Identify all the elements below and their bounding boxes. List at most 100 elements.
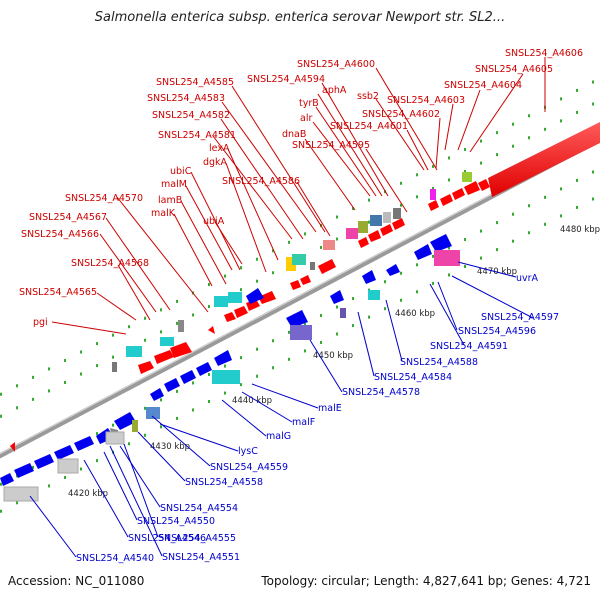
reverse-callout-lines: [29, 261, 534, 558]
gene-label[interactable]: SNSL254_A4600: [297, 59, 375, 70]
gene-label[interactable]: SNSL254_A4554: [160, 503, 238, 514]
gene-label[interactable]: SNSL254_A4570: [65, 193, 143, 204]
gene-box: [212, 370, 240, 384]
tick-dot: [528, 204, 530, 208]
gene-arrow: [362, 270, 376, 284]
tick-dot: [256, 347, 258, 351]
gene-arrow: [358, 237, 369, 248]
gene-label[interactable]: SNSL254_A4559: [210, 462, 288, 473]
tick-dot: [560, 97, 562, 101]
gene-label[interactable]: lysC: [238, 446, 258, 457]
gene-label[interactable]: SNSL254_A4565: [19, 287, 97, 298]
gene-arrow: [430, 234, 452, 252]
tick-dot: [560, 187, 562, 191]
gene-arrow: [180, 370, 196, 384]
gene-label[interactable]: SNSL254_A4568: [71, 258, 149, 269]
gene-label[interactable]: SNSL254_A4582: [152, 110, 230, 121]
tick-dot: [512, 239, 514, 243]
gene-label[interactable]: SNSL254_A4558: [185, 477, 263, 488]
tick-dot: [96, 459, 98, 463]
tick-dot: [288, 240, 290, 244]
tick-dot: [0, 414, 2, 418]
tick-dot: [336, 305, 338, 309]
genome-summary-text: Topology: circular; Length: 4,827,641 bp…: [261, 574, 591, 588]
gene-label[interactable]: SNSL254_A4555: [158, 533, 236, 544]
gene-label[interactable]: SNSL254_A4595: [292, 140, 370, 151]
gene-box: [310, 262, 315, 270]
gene-label[interactable]: SNSL254_A4585: [156, 77, 234, 88]
gene-label[interactable]: SNSL254_A4567: [29, 212, 107, 223]
kbp-tick-label: 4430 kbp: [150, 442, 190, 452]
tick-dot: [544, 127, 546, 131]
gene-label[interactable]: SNSL254_A4605: [475, 64, 553, 75]
gene-label[interactable]: SNSL254_A4588: [400, 357, 478, 368]
tick-dot: [208, 400, 210, 404]
gene-label[interactable]: malK: [151, 208, 176, 219]
gene-label[interactable]: SNSL254_A4540: [76, 553, 154, 564]
gene-label[interactable]: malM: [161, 179, 187, 190]
tick-dot: [256, 374, 258, 378]
tick-dot: [512, 122, 514, 126]
gene-label[interactable]: SNSL254_A4597: [481, 312, 559, 323]
forward-gene-labels: SNSL254_A4606 SNSL254_A4600 SNSL254_A460…: [19, 48, 583, 328]
gene-label[interactable]: alr: [300, 113, 312, 124]
gene-label[interactable]: dnaB: [282, 129, 306, 140]
gene-label[interactable]: SNSL254_A4601: [330, 121, 408, 132]
gene-label[interactable]: malG: [266, 431, 291, 442]
gene-label[interactable]: SNSL254_A4546: [128, 533, 206, 544]
tick-dot: [208, 283, 210, 287]
gene-label[interactable]: SNSL254_A4584: [374, 372, 452, 383]
gene-label[interactable]: SNSL254_A4566: [21, 229, 99, 240]
gene-arrow: [224, 312, 236, 322]
gene-label[interactable]: aphA: [322, 85, 347, 96]
gene-box: [462, 172, 472, 182]
tick-dot: [96, 364, 98, 368]
gene-label[interactable]: malF: [292, 417, 315, 428]
gene-label[interactable]: SNSL254_A4602: [362, 109, 440, 120]
gene-label[interactable]: SNSL254_A4550: [137, 516, 215, 527]
gene-label[interactable]: ubiC: [170, 166, 192, 177]
tick-dot: [128, 325, 130, 329]
tick-dot: [192, 381, 194, 385]
tick-dot: [160, 398, 162, 402]
tick-dot: [416, 263, 418, 267]
tick-dot: [288, 357, 290, 361]
tick-dot: [512, 212, 514, 216]
tick-dot: [176, 299, 178, 303]
gene-arrow: [214, 350, 232, 366]
tick-dot: [0, 482, 2, 486]
gene-arrow: [114, 412, 136, 430]
gene-label[interactable]: SNSL254_A4596: [458, 326, 536, 337]
gene-arrow: [74, 436, 94, 451]
gene-label[interactable]: SNSL254_A4578: [342, 387, 420, 398]
gene-label[interactable]: SNSL254_A4581: [158, 130, 236, 141]
tick-dot: [144, 406, 146, 410]
tick-dot: [64, 380, 66, 384]
gene-label[interactable]: ubiA: [203, 216, 225, 227]
tick-dot: [432, 254, 434, 258]
gene-label[interactable]: SNSL254_A4603: [387, 95, 465, 106]
gene-label[interactable]: lamB: [158, 195, 182, 206]
gene-box: [368, 290, 380, 300]
gene-label[interactable]: SNSL254_A4606: [505, 48, 583, 59]
tick-dot: [240, 266, 242, 270]
gene-label[interactable]: dgkA: [203, 157, 228, 168]
gene-label[interactable]: SNSL254_A4551: [162, 552, 240, 563]
tick-dot: [240, 356, 242, 360]
tick-dot: [272, 339, 274, 343]
gene-label[interactable]: malE: [318, 403, 342, 414]
gene-arrow: [386, 264, 400, 276]
tick-dot: [416, 173, 418, 177]
tick-dot: [448, 178, 450, 182]
gene-label[interactable]: SNSL254_A4591: [430, 341, 508, 352]
gene-label[interactable]: pgi: [33, 317, 48, 328]
gene-label[interactable]: SNSL254_A4586: [222, 176, 300, 187]
gene-label[interactable]: SNSL254_A4583: [147, 93, 225, 104]
gene-label[interactable]: tyrB: [299, 98, 319, 109]
gene-label[interactable]: ssb2: [357, 91, 379, 102]
gene-label[interactable]: SNSL254_A4604: [444, 80, 522, 91]
tick-dot: [320, 313, 322, 317]
gene-label[interactable]: lexA: [209, 143, 230, 154]
gene-label[interactable]: SNSL254_A4594: [247, 74, 325, 85]
gene-label[interactable]: uvrA: [516, 273, 539, 284]
